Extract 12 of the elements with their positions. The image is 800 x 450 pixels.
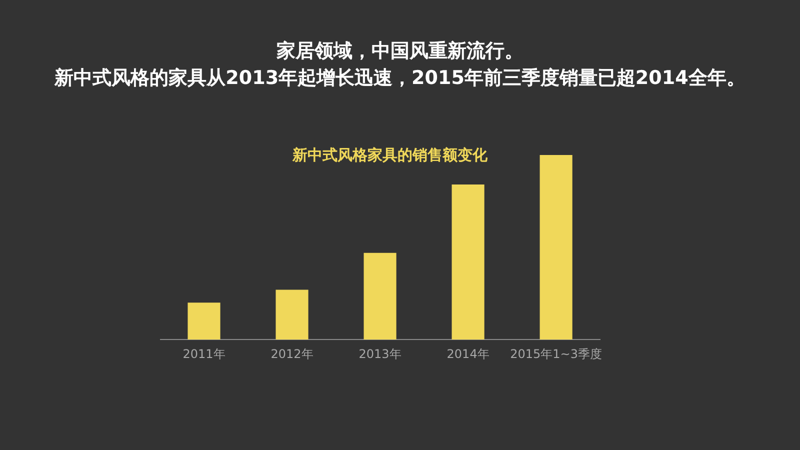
x-tick-label: 2014年: [446, 346, 490, 361]
x-tick-label: 2012年: [270, 346, 314, 361]
bar: [188, 302, 220, 340]
chart-subtitle: 新中式风格家具的销售额变化: [291, 146, 488, 165]
x-tick-label: 2011年: [182, 346, 226, 361]
bar: [452, 184, 484, 340]
x-tick-label: 2013年: [358, 346, 402, 361]
bar: [540, 155, 572, 340]
bar: [364, 252, 396, 340]
x-tick-label: 2015年1~3季度: [510, 346, 602, 361]
bar: [276, 290, 308, 340]
chart-title: 家居领域，中国风重新流行。新中式风格的家具从2013年起增长迅速，2015年前三季度销量已超2014全年。: [53, 39, 746, 91]
